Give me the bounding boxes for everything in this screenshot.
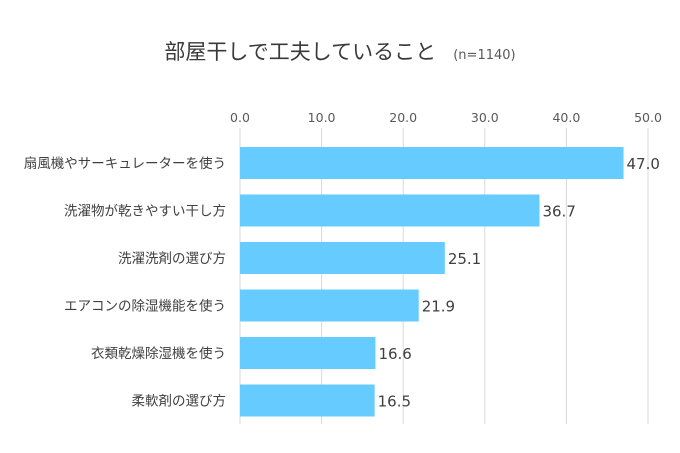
value-label: 25.1 bbox=[448, 250, 481, 268]
category-label: 扇風機やサーキュレーターを使う bbox=[24, 155, 226, 172]
x-tick-label: 10.0 bbox=[308, 110, 336, 125]
value-label: 47.0 bbox=[627, 155, 660, 173]
value-label: 21.9 bbox=[422, 298, 455, 316]
x-tick-label: 50.0 bbox=[634, 110, 662, 125]
value-label: 16.6 bbox=[378, 345, 411, 363]
x-tick-label: 0.0 bbox=[230, 110, 250, 125]
value-label: 16.5 bbox=[378, 393, 411, 411]
chart-title-block: 部屋干しで工夫していること (n=1140) bbox=[0, 36, 680, 66]
chart-title: 部屋干しで工夫していること bbox=[164, 40, 437, 64]
bar bbox=[240, 384, 375, 417]
value-labels: 47.0 36.7 25.1 21.9 16.6 16.5 bbox=[378, 155, 660, 411]
x-tick-label: 40.0 bbox=[552, 110, 580, 125]
x-tick-label: 30.0 bbox=[471, 110, 499, 125]
category-label: 衣類乾燥除湿機を使う bbox=[91, 345, 226, 362]
category-label: エアコンの除湿機能を使う bbox=[64, 298, 226, 315]
bar bbox=[240, 289, 419, 322]
x-tick-label: 20.0 bbox=[389, 110, 417, 125]
chart-subtitle: (n=1140) bbox=[453, 48, 516, 63]
bar bbox=[240, 147, 624, 179]
category-labels: 扇風機やサーキュレーターを使う洗濯物が乾きやすい干し方洗濯洗剤の選び方エアコンの… bbox=[24, 155, 226, 410]
bar bbox=[240, 337, 376, 369]
category-label: 洗濯洗剤の選び方 bbox=[118, 251, 226, 267]
category-label: 洗濯物が乾きやすい干し方 bbox=[64, 204, 226, 220]
x-axis-ticks: 0.0 10.0 20.0 30.0 40.0 50.0 bbox=[230, 110, 662, 125]
value-label: 36.7 bbox=[542, 203, 575, 221]
category-label: 柔軟剤の選び方 bbox=[132, 394, 227, 410]
bar bbox=[240, 194, 540, 227]
bars bbox=[240, 147, 624, 417]
bar bbox=[240, 242, 445, 274]
